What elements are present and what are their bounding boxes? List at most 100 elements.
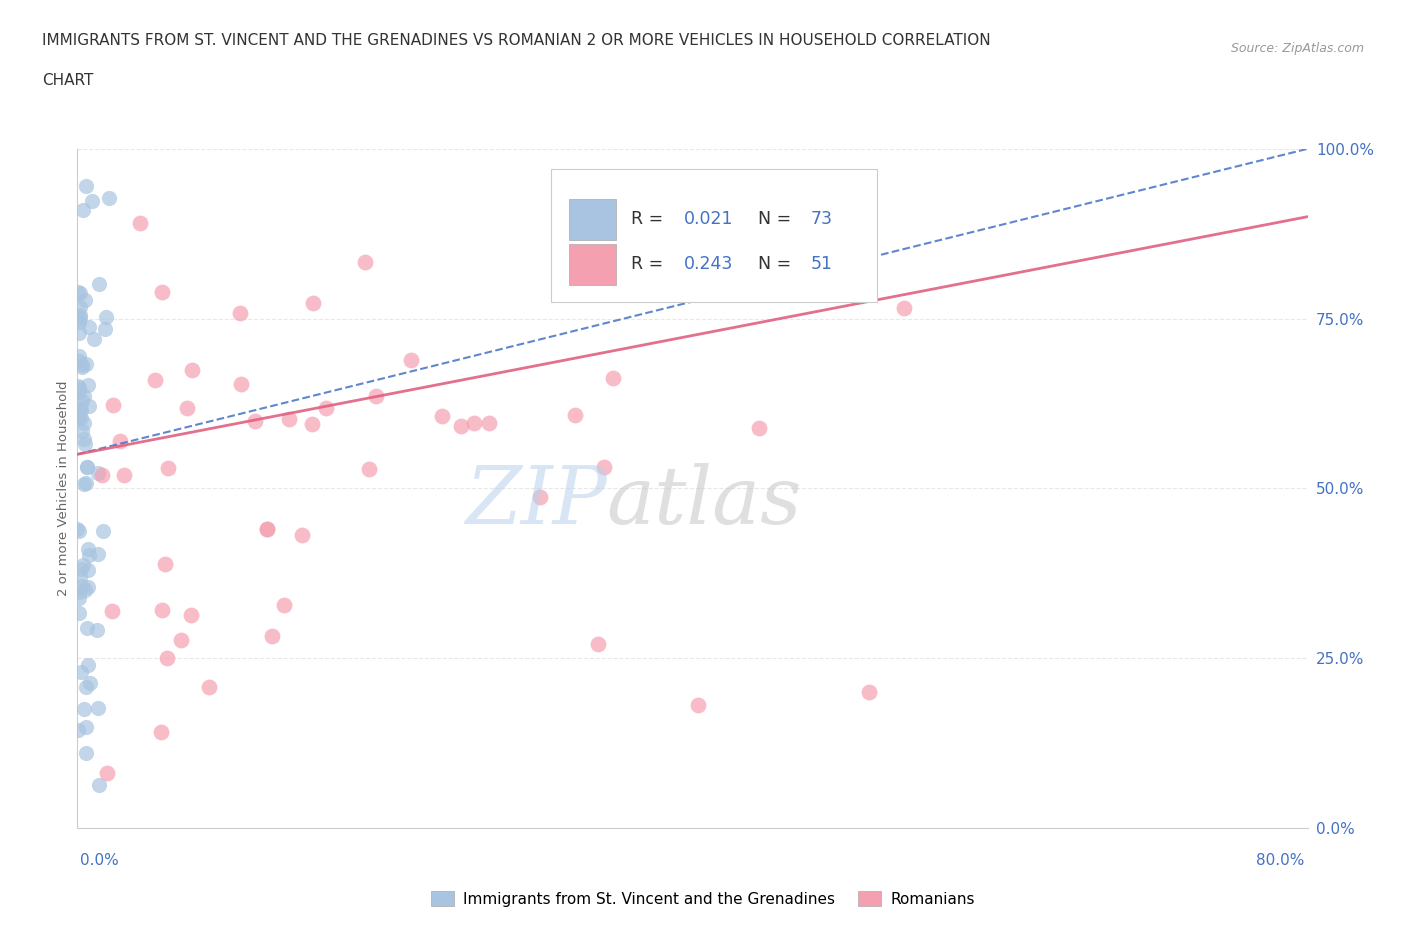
Point (302, 295, 325, 310)
Point (150, 603, 173, 618)
Text: CHART: CHART (42, 73, 94, 87)
Point (301, 416, 323, 431)
Point (858, 684, 880, 699)
FancyBboxPatch shape (569, 199, 616, 240)
Point (70, 665, 93, 680)
Text: IMMIGRANTS FROM ST. VINCENT AND THE GRENADINES VS ROMANIAN 2 OR MORE VEHICLES IN: IMMIGRANTS FROM ST. VINCENT AND THE GREN… (42, 33, 991, 47)
Point (67, 524, 90, 538)
Point (73, 582, 96, 597)
Point (593, 459, 616, 474)
Point (70, 393, 93, 408)
Point (73, 476, 96, 491)
Point (69, 569, 91, 584)
Point (76, 542, 98, 557)
Point (67, 380, 90, 395)
Point (291, 527, 314, 542)
Point (76, 460, 98, 475)
Point (75, 356, 97, 371)
Point (66, 285, 89, 299)
Point (75, 437, 97, 452)
Point (75, 179, 97, 193)
Point (93, 322, 115, 337)
Point (67, 585, 90, 600)
Point (128, 216, 150, 231)
Point (87, 466, 110, 481)
Point (79, 399, 101, 414)
Point (748, 421, 770, 436)
Text: N =: N = (758, 210, 796, 229)
Point (67, 314, 90, 329)
Point (108, 433, 131, 448)
Point (636, 234, 658, 249)
Point (66, 311, 89, 325)
Point (73, 389, 96, 404)
Point (564, 407, 586, 422)
Point (70, 403, 93, 418)
Point (229, 377, 252, 392)
Text: N =: N = (758, 256, 796, 273)
Point (87, 700, 110, 715)
Point (70, 423, 93, 438)
Point (67, 353, 90, 368)
Point (73, 432, 96, 446)
Point (83, 332, 105, 347)
Point (529, 490, 551, 505)
Point (149, 724, 172, 739)
Point (692, 206, 714, 221)
Point (75, 476, 97, 491)
Point (229, 305, 252, 320)
Text: 51: 51 (811, 256, 832, 273)
Point (86, 622, 108, 637)
Point (170, 632, 193, 647)
Point (260, 629, 283, 644)
Point (180, 607, 202, 622)
Point (69, 308, 91, 323)
Point (76, 459, 98, 474)
Point (76, 563, 98, 578)
Point (91, 524, 114, 538)
Point (67, 409, 90, 424)
Point (153, 557, 176, 572)
Point (69, 401, 91, 416)
Point (73, 415, 96, 430)
Point (359, 461, 381, 476)
Point (67, 326, 90, 340)
Text: 80.0%: 80.0% (1257, 853, 1305, 868)
Text: 0.0%: 0.0% (80, 853, 120, 868)
Text: atlas: atlas (606, 463, 801, 540)
Point (69, 311, 91, 325)
Point (94, 310, 117, 325)
Point (67, 591, 90, 605)
Point (197, 680, 219, 695)
Point (273, 597, 295, 612)
Point (70, 578, 93, 593)
Point (96, 766, 118, 781)
Point (353, 255, 375, 270)
Legend: Immigrants from St. Vincent and the Grenadines, Romanians: Immigrants from St. Vincent and the Gren… (425, 885, 981, 913)
Point (79, 676, 101, 691)
Point (69, 562, 91, 577)
Y-axis label: 2 or more Vehicles in Household: 2 or more Vehicles in Household (58, 380, 70, 596)
Point (67, 385, 90, 400)
Point (87, 777, 110, 792)
Point (430, 408, 453, 423)
Point (463, 415, 485, 430)
Point (67, 407, 90, 422)
Point (87, 547, 110, 562)
Point (87, 277, 110, 292)
Point (67, 605, 90, 620)
Point (180, 363, 202, 378)
Point (77, 547, 100, 562)
Text: 0.243: 0.243 (683, 256, 733, 273)
Point (893, 300, 915, 315)
Point (112, 468, 135, 483)
Point (586, 637, 609, 652)
Point (69, 286, 91, 300)
Text: 0.021: 0.021 (683, 210, 734, 229)
Point (75, 746, 97, 761)
Point (600, 246, 623, 260)
Point (67, 379, 90, 393)
Point (67, 348, 90, 363)
Point (70, 360, 93, 375)
Point (98, 191, 121, 206)
